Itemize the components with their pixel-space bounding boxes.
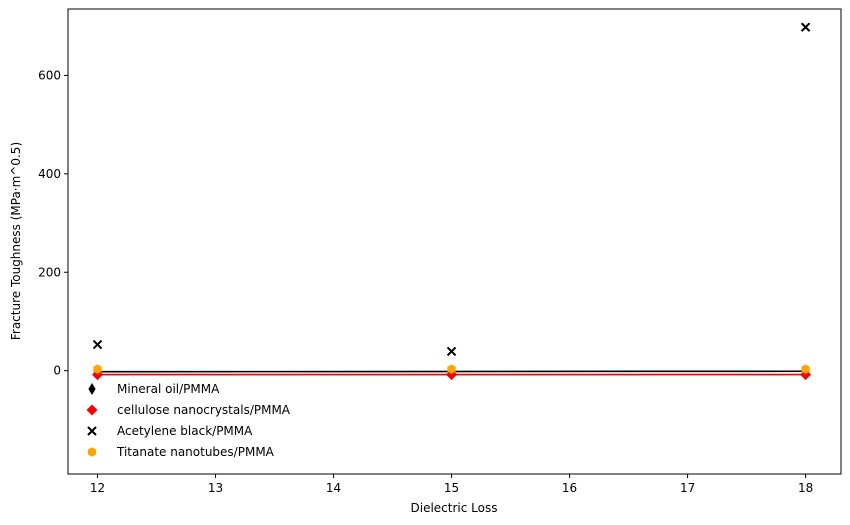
legend: Mineral oil/PMMA cellulose nanocrystals/P… — [86, 382, 291, 459]
x-tick-label: 14 — [326, 481, 341, 495]
data-point-s3-2 — [801, 364, 810, 374]
legend-label: Mineral oil/PMMA — [117, 382, 220, 396]
legend-marker-2 — [87, 426, 97, 436]
x-tick-label: 13 — [208, 481, 223, 495]
legend-marker-0 — [88, 383, 96, 395]
data-point-s3-0 — [93, 364, 102, 374]
y-tick-label: 200 — [38, 265, 61, 279]
x-axis-ticks: 12 13 14 15 16 17 18 — [90, 474, 813, 495]
legend-marker-3 — [87, 447, 97, 457]
y-tick-label: 600 — [38, 68, 61, 82]
legend-label: cellulose nanocrystals/PMMA — [117, 403, 291, 417]
y-axis-label: Fracture Toughness (MPa·m^0.5) — [9, 142, 23, 340]
data-point-s3-1 — [447, 364, 456, 374]
data-point-s2-2 — [800, 22, 811, 32]
data-point-s2-1 — [446, 346, 457, 357]
legend-marker-1 — [86, 404, 98, 416]
y-tick-label: 0 — [53, 364, 61, 378]
x-tick-label: 17 — [680, 481, 695, 495]
plot-area — [67, 8, 842, 475]
x-tick-label: 15 — [444, 481, 459, 495]
data-point-s2-0 — [92, 339, 103, 350]
x-axis-label: Dielectric Loss — [411, 501, 498, 515]
y-axis-ticks: 0 200 400 600 — [38, 68, 68, 378]
legend-label: Acetylene black/PMMA — [117, 424, 253, 438]
x-tick-label: 12 — [90, 481, 105, 495]
data-markers — [92, 22, 812, 381]
x-tick-label: 18 — [798, 481, 813, 495]
x-tick-label: 16 — [562, 481, 577, 495]
y-tick-label: 400 — [38, 167, 61, 181]
legend-label: Titanate nanotubes/PMMA — [116, 445, 275, 459]
